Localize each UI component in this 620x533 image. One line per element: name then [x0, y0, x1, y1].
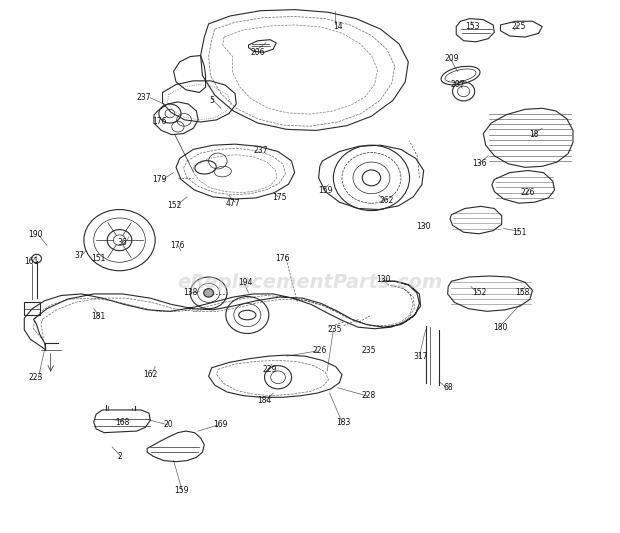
- Text: 162: 162: [143, 370, 157, 379]
- Text: 14: 14: [333, 22, 342, 31]
- Text: 317: 317: [414, 352, 428, 361]
- Text: 179: 179: [153, 175, 167, 184]
- Text: 226: 226: [521, 188, 535, 197]
- Text: 18: 18: [529, 130, 539, 139]
- Text: 161: 161: [24, 257, 39, 266]
- Text: 152: 152: [472, 288, 486, 297]
- Text: 206: 206: [250, 49, 265, 58]
- Text: 169: 169: [214, 420, 228, 429]
- Text: 130: 130: [417, 222, 431, 231]
- Text: 183: 183: [337, 417, 351, 426]
- Text: 138: 138: [183, 288, 197, 297]
- Text: 136: 136: [472, 159, 486, 168]
- Text: 226: 226: [312, 346, 326, 356]
- Text: 229: 229: [263, 365, 277, 374]
- Text: 228: 228: [361, 391, 376, 400]
- Text: 175: 175: [272, 193, 286, 203]
- Text: 237: 237: [137, 93, 151, 102]
- Text: 130: 130: [376, 275, 391, 284]
- Text: 190: 190: [28, 230, 43, 239]
- Circle shape: [204, 289, 213, 297]
- Text: 151: 151: [512, 228, 526, 237]
- Text: 159: 159: [174, 486, 188, 495]
- Text: 225: 225: [512, 22, 526, 31]
- Text: 68: 68: [443, 383, 453, 392]
- Text: 235: 235: [361, 346, 376, 356]
- Text: eReplacementParts.com: eReplacementParts.com: [177, 273, 443, 292]
- Text: 152: 152: [167, 201, 182, 211]
- Text: 176: 176: [153, 117, 167, 126]
- Text: 36: 36: [118, 238, 128, 247]
- Text: 159: 159: [318, 185, 332, 195]
- Text: 151: 151: [91, 254, 105, 263]
- Text: 262: 262: [379, 196, 394, 205]
- Text: 2: 2: [117, 452, 122, 461]
- Text: 20: 20: [164, 420, 174, 429]
- Text: 153: 153: [466, 22, 480, 31]
- Text: 5: 5: [210, 96, 214, 105]
- Text: 176: 176: [275, 254, 290, 263]
- Text: 194: 194: [238, 278, 253, 287]
- Text: 184: 184: [257, 397, 271, 406]
- Text: 237: 237: [254, 146, 268, 155]
- Text: 176: 176: [170, 241, 185, 250]
- Text: 223: 223: [28, 373, 43, 382]
- Text: 37: 37: [74, 252, 84, 261]
- Text: 168: 168: [115, 417, 130, 426]
- Text: 235: 235: [327, 325, 342, 334]
- Text: 158: 158: [515, 288, 529, 297]
- Text: 207: 207: [450, 80, 465, 89]
- Text: 477: 477: [226, 199, 241, 208]
- Text: 180: 180: [494, 322, 508, 332]
- Text: 181: 181: [91, 312, 105, 321]
- Text: 209: 209: [444, 54, 459, 63]
